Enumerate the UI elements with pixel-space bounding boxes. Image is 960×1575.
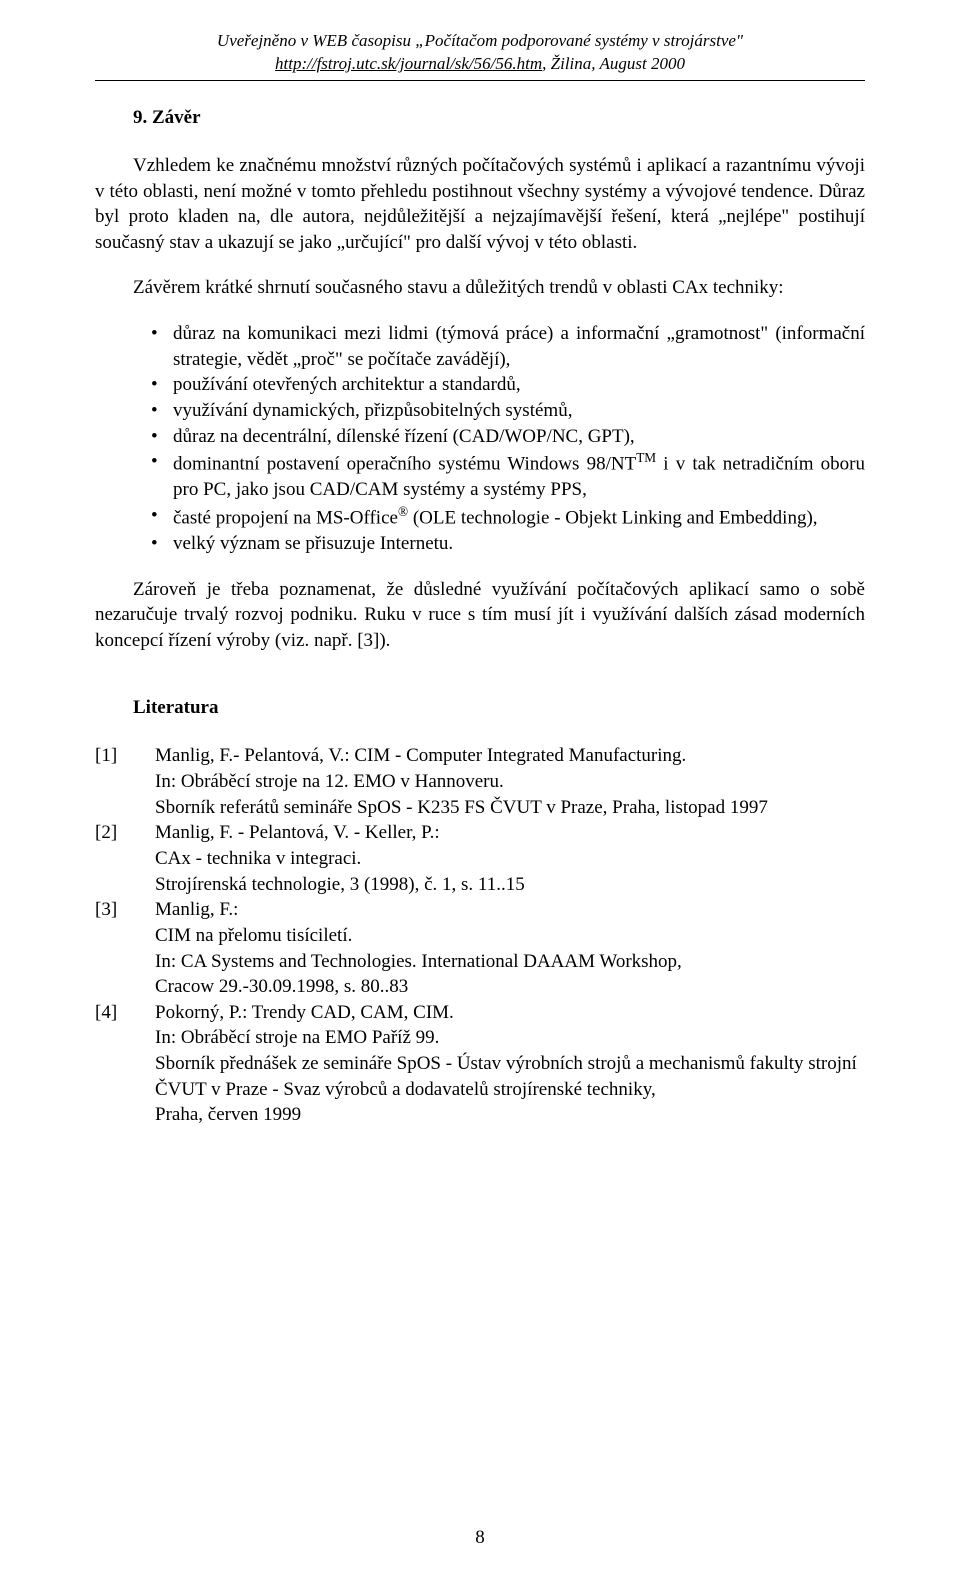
reference-item: [4] Pokorný, P.: Trendy CAD, CAM, CIM.In… [95,1000,865,1128]
bullet-item: důraz na komunikaci mezi lidmi (týmová p… [151,321,865,372]
paragraph-3: Zároveň je třeba poznamenat, že důsledné… [95,577,865,654]
reference-num: [4] [95,1000,155,1026]
header-line1: Uveřejněno v WEB časopisu „Počítačom pod… [217,31,743,50]
bullet-item: dominantní postavení operačního systému … [151,449,865,503]
bullet-item: velký význam se přisuzuje Internetu. [151,531,865,557]
header-line2-suffix: , Žilina, August 2000 [542,54,685,73]
literature-title: Literatura [133,697,865,719]
reference-item: [2] Manlig, F. - Pelantová, V. - Keller,… [95,820,865,897]
paragraph-1: Vzhledem ke značnému množství různých po… [95,153,865,256]
bullet-item: důraz na decentrální, dílenské řízení (C… [151,424,865,450]
reference-body: Manlig, F.- Pelantová, V.: CIM - Compute… [155,743,865,820]
bullet-item: používání otevřených architektur a stand… [151,372,865,398]
reference-body: Manlig, F.:CIM na přelomu tisíciletí.In:… [155,897,865,1000]
bullet-item: časté propojení na MS-Office® (OLE techn… [151,503,865,531]
references: [1] Manlig, F.- Pelantová, V.: CIM - Com… [95,743,865,1128]
page-header: Uveřejněno v WEB časopisu „Počítačom pod… [95,30,865,81]
reference-num: [3] [95,897,155,923]
reference-item: [1] Manlig, F.- Pelantová, V.: CIM - Com… [95,743,865,820]
bullet-item: využívání dynamických, přizpůsobitelných… [151,398,865,424]
reference-body: Pokorný, P.: Trendy CAD, CAM, CIM.In: Ob… [155,1000,865,1128]
bullet-list: důraz na komunikaci mezi lidmi (týmová p… [151,321,865,556]
header-url: http://fstroj.utc.sk/journal/sk/56/56.ht… [275,54,542,73]
reference-num: [2] [95,820,155,846]
reference-body: Manlig, F. - Pelantová, V. - Keller, P.:… [155,820,865,897]
page-number: 8 [0,1527,960,1549]
section-title: 9. Závěr [133,107,865,129]
reference-item: [3] Manlig, F.:CIM na přelomu tisíciletí… [95,897,865,1000]
paragraph-2: Závěrem krátké shrnutí současného stavu … [95,275,865,301]
reference-num: [1] [95,743,155,769]
